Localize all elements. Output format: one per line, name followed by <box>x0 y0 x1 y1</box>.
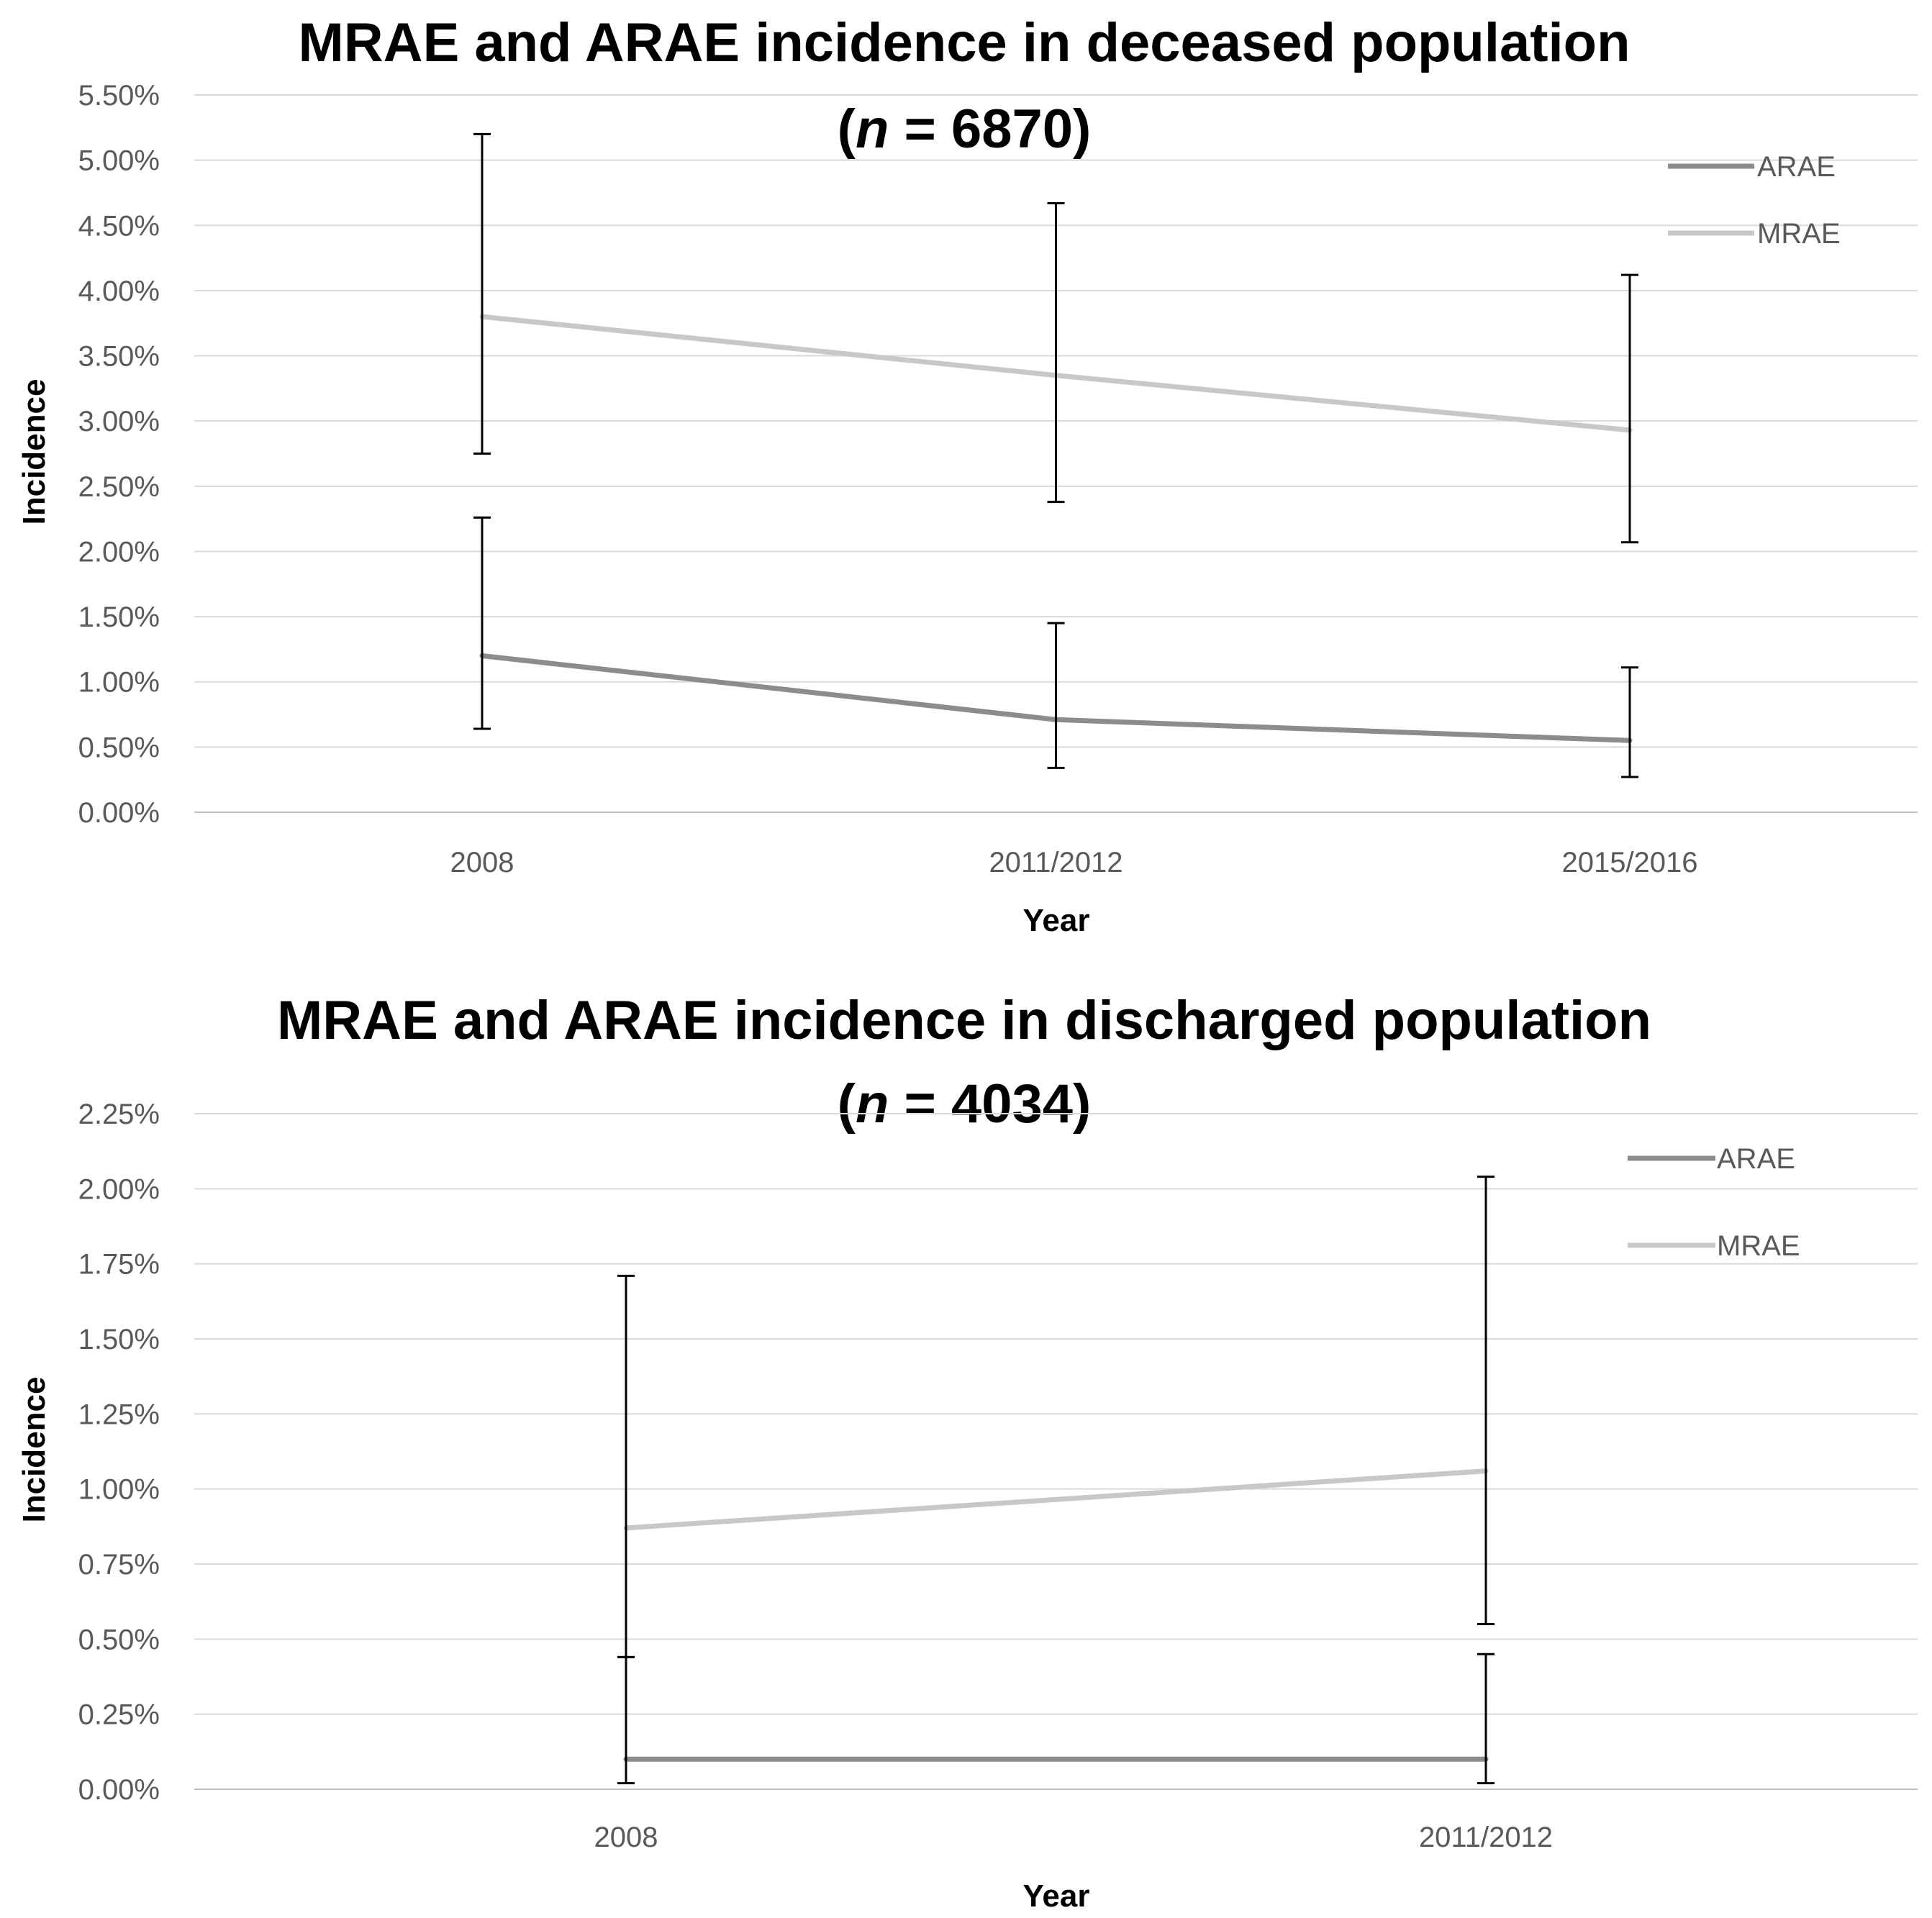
chart-title: MRAE and ARAE incidence in deceased popu… <box>298 12 1630 73</box>
y-tick-label: 0.50% <box>78 1624 160 1655</box>
y-tick-label: 3.50% <box>78 341 160 373</box>
y-tick-label: 0.00% <box>78 1774 160 1806</box>
y-tick-label: 1.00% <box>78 667 160 699</box>
y-tick-label: 1.00% <box>78 1474 160 1506</box>
error-bars <box>473 132 1638 778</box>
y-tick-label: 0.25% <box>78 1699 160 1731</box>
y-tick-label: 5.00% <box>78 145 160 177</box>
y-axis-title: Incidence <box>17 379 52 525</box>
y-tick-label: 0.00% <box>78 797 160 829</box>
error-bar-arae <box>1621 666 1638 778</box>
y-tick-label: 4.50% <box>78 210 160 242</box>
error-bar-arae <box>617 1655 635 1785</box>
y-tick-labels: 0.00% 0.50% 1.00% 1.50% 2.00% 2.50% 3.00% 3.50%… <box>78 80 160 829</box>
legend-label-arae: ARAE <box>1717 1143 1795 1175</box>
y-tick-label: 2.00% <box>78 536 160 568</box>
legend-label-arae: ARAE <box>1757 151 1836 183</box>
y-tick-label: 1.25% <box>78 1399 160 1430</box>
legend-label-mrae: MRAE <box>1757 218 1841 250</box>
y-tick-label: 2.50% <box>78 471 160 503</box>
x-tick-label: 2011/2012 <box>1419 1822 1553 1853</box>
error-bar-mrae <box>473 132 491 455</box>
y-axis-title: Incidence <box>17 1377 52 1523</box>
y-tick-label: 0.75% <box>78 1549 160 1581</box>
x-tick-label: 2011/2012 <box>989 847 1123 878</box>
chart-title: MRAE and ARAE incidence in discharged po… <box>277 990 1651 1051</box>
y-tick-label: 4.00% <box>78 276 160 307</box>
legend-label-mrae: MRAE <box>1717 1230 1800 1262</box>
y-tick-label: 2.00% <box>78 1173 160 1205</box>
y-tick-label: 1.50% <box>78 601 160 633</box>
error-bar-mrae <box>1477 1176 1495 1625</box>
legend: ARAE MRAE <box>1668 151 1841 250</box>
x-tick-label: 2008 <box>594 1822 658 1853</box>
x-axis-title: Year <box>1023 1878 1090 1914</box>
gridlines <box>194 1113 1918 1790</box>
y-tick-label: 1.50% <box>78 1324 160 1355</box>
x-tick-labels: 2008 2011/2012 <box>594 1822 1554 1853</box>
error-bar-arae <box>473 516 491 730</box>
y-tick-label: 1.75% <box>78 1249 160 1281</box>
x-tick-label: 2015/2016 <box>1561 847 1697 878</box>
error-bar-arae <box>1047 622 1065 769</box>
error-bar-arae <box>1477 1653 1495 1785</box>
error-bar-mrae <box>1047 201 1065 504</box>
series-line-mrae <box>623 1468 1489 1531</box>
chart-deceased: MRAE and ARAE incidence in deceased popu… <box>17 12 1918 938</box>
series <box>623 1468 1489 1762</box>
error-bar-mrae <box>617 1274 635 1658</box>
x-axis-title: Year <box>1023 903 1090 938</box>
y-tick-label: 5.50% <box>78 80 160 112</box>
y-tick-labels: 0.00% 0.25% 0.50% 0.75% 1.00% 1.25% 1.50% 1.75%… <box>78 1099 160 1806</box>
y-tick-label: 0.50% <box>78 732 160 763</box>
legend: ARAE MRAE <box>1628 1143 1800 1262</box>
error-bars <box>617 1176 1495 1785</box>
x-tick-label: 2008 <box>450 847 514 878</box>
chart-subtitle: (n = 6870) <box>838 99 1092 160</box>
y-tick-label: 3.00% <box>78 406 160 437</box>
x-tick-labels: 2008 2011/2012 2015/2016 <box>450 847 1698 878</box>
chart-subtitle: (n = 4034) <box>838 1073 1092 1135</box>
y-tick-label: 2.25% <box>78 1099 160 1130</box>
error-bar-mrae <box>1621 273 1638 544</box>
chart-discharged: MRAE and ARAE incidence in discharged po… <box>17 990 1918 1914</box>
